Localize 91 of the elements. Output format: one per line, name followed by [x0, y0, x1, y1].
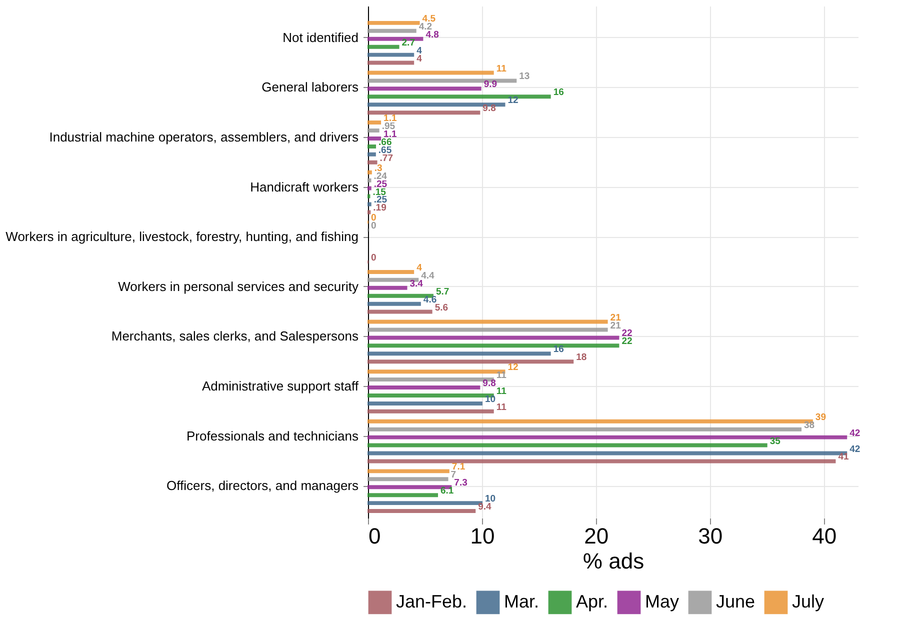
bar	[368, 302, 421, 306]
x-tick-label: 10	[470, 524, 495, 548]
legend-label: June	[716, 591, 756, 612]
bar	[368, 20, 420, 25]
legend-label: July	[792, 591, 824, 612]
y-tick-label: Workers in agriculture, livestock, forestry, hunting, and fishing	[6, 229, 358, 244]
bar	[368, 160, 378, 164]
data-label: 41	[838, 452, 850, 463]
bar	[368, 52, 414, 57]
data-label: 0	[371, 252, 376, 264]
bar	[368, 70, 494, 75]
bar	[368, 44, 400, 49]
bar	[368, 128, 380, 133]
data-label: 16	[553, 344, 564, 356]
data-label: 3.4	[410, 278, 424, 290]
y-tick-label: Officers, directors, and managers	[166, 478, 359, 494]
data-label: 42	[850, 428, 860, 439]
bar	[368, 120, 382, 125]
bar	[368, 427, 802, 432]
data-label: 9.8	[482, 103, 496, 114]
y-tick-label: Industrial machine operators, assemblers, and drivers	[49, 129, 359, 144]
data-label: 9.8	[482, 378, 496, 390]
bar	[368, 186, 372, 190]
bar	[368, 178, 372, 182]
data-label: 13	[519, 71, 530, 82]
bar	[368, 202, 372, 206]
x-axis-title: % ads	[582, 548, 644, 574]
bar	[368, 210, 371, 214]
bar	[368, 443, 768, 448]
y-tick-label: Handicraft workers	[250, 179, 359, 194]
bar	[368, 469, 450, 474]
x-tick-label: 40	[812, 524, 837, 548]
bar	[368, 110, 480, 115]
data-label: 12	[508, 362, 518, 374]
data-label: 5.6	[434, 302, 448, 314]
data-label: 6.1	[440, 486, 454, 497]
y-tick-label: General laborers	[262, 80, 359, 95]
data-label: 22	[622, 336, 632, 348]
x-tick-label: 0	[368, 524, 381, 548]
bar	[368, 286, 408, 290]
bar	[368, 352, 551, 356]
data-label: 0	[371, 220, 376, 232]
y-tick-label: Merchants, sales clerks, and Salespersons	[111, 328, 359, 344]
bar	[368, 409, 494, 414]
bar	[368, 270, 414, 274]
data-label: 11	[496, 370, 508, 382]
data-label: 11	[496, 402, 508, 413]
bar	[368, 401, 482, 406]
data-label: 12	[508, 95, 518, 106]
data-label: 16	[553, 87, 564, 98]
data-label: 35	[770, 436, 782, 447]
bar	[368, 386, 480, 390]
bar	[368, 60, 414, 65]
bar	[368, 477, 448, 482]
legend-label: Mar.	[504, 591, 540, 612]
bar	[368, 493, 438, 498]
data-label: 7	[450, 470, 456, 481]
y-tick-label: Professionals and technicians	[186, 428, 359, 444]
data-label: 4.4	[421, 270, 436, 282]
y-tick-label: Not identified	[282, 30, 358, 45]
bar	[368, 320, 608, 324]
data-label: 42	[850, 444, 860, 455]
y-tick-label: Workers in personal services and security	[118, 278, 359, 294]
legend-label: May	[645, 591, 680, 612]
data-label: 5.7	[436, 286, 450, 298]
legend-label: Jan-Feb.	[396, 591, 468, 612]
bar	[368, 459, 836, 464]
bar	[368, 310, 432, 314]
data-label: 39	[815, 412, 826, 423]
bar	[368, 28, 416, 33]
y-tick-label: Administrative support staff	[202, 378, 359, 394]
legend-label: Apr.	[576, 591, 608, 612]
bar	[368, 170, 372, 174]
data-label: 11	[496, 63, 508, 74]
bar	[368, 86, 482, 91]
data-label: 9.4	[478, 502, 492, 513]
data-label: 18	[576, 352, 587, 364]
data-label: 7.3	[454, 478, 468, 489]
bar	[368, 509, 476, 514]
data-label: 9.9	[484, 79, 498, 90]
x-tick-label: 20	[584, 524, 609, 548]
bar	[368, 144, 376, 148]
data-label: .19	[373, 202, 386, 214]
x-tick-label: 30	[698, 524, 723, 548]
bar	[368, 328, 608, 332]
data-label: 10	[484, 394, 496, 405]
bar	[368, 360, 574, 364]
data-label: 4	[416, 262, 423, 274]
data-label: 11	[496, 386, 508, 397]
bar	[368, 336, 620, 340]
bar	[368, 152, 376, 156]
